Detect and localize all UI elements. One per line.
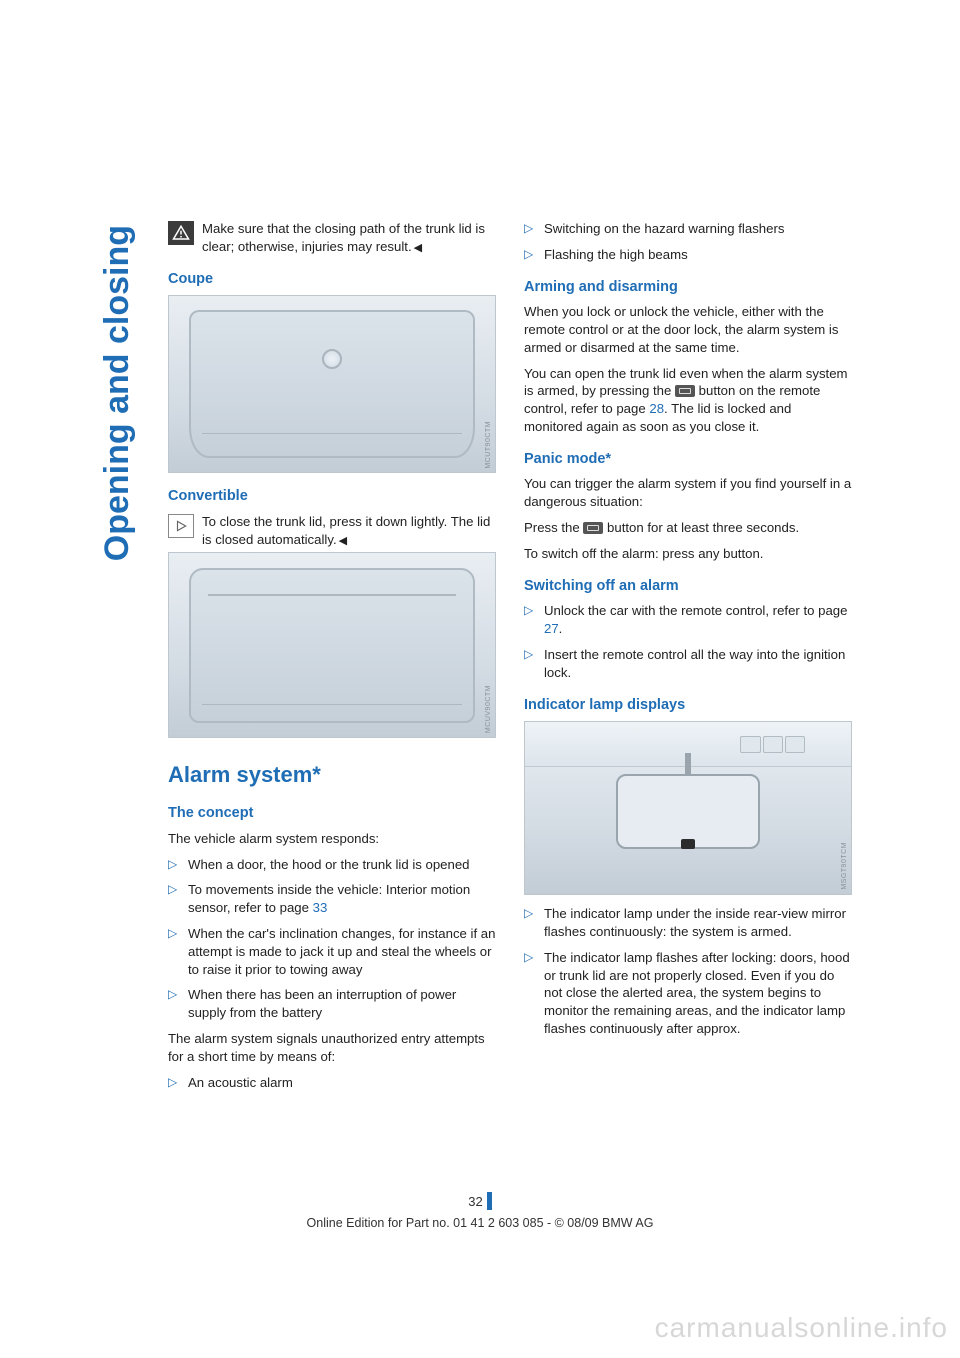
concept-heading: The concept bbox=[168, 804, 496, 824]
figure-code: MCUV90CTM bbox=[484, 685, 493, 733]
figure-code: MSGT90TCM bbox=[840, 842, 849, 890]
arming-p2: You can open the trunk lid even when the… bbox=[524, 365, 852, 436]
figure-coupe-trunk: MCUT90CTM bbox=[168, 295, 496, 473]
list-item: Insert the remote control all the way in… bbox=[524, 646, 852, 682]
list-item: Switching on the hazard warning flashers bbox=[524, 220, 852, 238]
list-item: The indicator lamp under the inside rear… bbox=[524, 905, 852, 941]
note-text-wrap: To close the trunk lid, press it down li… bbox=[202, 513, 496, 549]
arming-p1: When you lock or unlock the vehicle, eit… bbox=[524, 303, 852, 356]
warning-icon bbox=[168, 221, 194, 245]
text: . bbox=[559, 621, 563, 636]
page-link[interactable]: 27 bbox=[544, 621, 559, 636]
indicator-list: The indicator lamp under the inside rear… bbox=[524, 905, 852, 1038]
convertible-heading: Convertible bbox=[168, 487, 496, 507]
panic-p1: You can trigger the alarm system if you … bbox=[524, 475, 852, 511]
coupe-heading: Coupe bbox=[168, 270, 496, 290]
panic-heading: Panic mode* bbox=[524, 450, 852, 470]
content-columns: Make sure that the closing path of the t… bbox=[168, 220, 852, 1099]
page-number-value: 32 bbox=[468, 1194, 482, 1209]
page-link[interactable]: 33 bbox=[313, 900, 328, 915]
concept-list: When a door, the hood or the trunk lid i… bbox=[168, 856, 496, 1023]
warning-block: Make sure that the closing path of the t… bbox=[168, 220, 496, 256]
list-item: The indicator lamp flashes after locking… bbox=[524, 949, 852, 1038]
left-column: Make sure that the closing path of the t… bbox=[168, 220, 496, 1099]
section-tab: Opening and closing bbox=[98, 225, 137, 561]
alarm-system-heading: Alarm system* bbox=[168, 760, 496, 790]
switchoff-list: Unlock the car with the remote control, … bbox=[524, 602, 852, 681]
manual-page: Opening and closing Make sure that the c… bbox=[0, 0, 960, 1358]
figure-code: MCUT90CTM bbox=[484, 421, 493, 469]
list-item: Flashing the high beams bbox=[524, 246, 852, 264]
switchoff-heading: Switching off an alarm bbox=[524, 577, 852, 597]
panic-p3: To switch off the alarm: press any butto… bbox=[524, 545, 852, 563]
note-icon bbox=[168, 514, 194, 538]
warning-text-wrap: Make sure that the closing path of the t… bbox=[202, 220, 496, 256]
text: button for at least three seconds. bbox=[603, 520, 799, 535]
concept-outro: The alarm system signals unauthorized en… bbox=[168, 1030, 496, 1066]
figure-indicator-lamp: MSGT90TCM bbox=[524, 721, 852, 895]
footer-text: Online Edition for Part no. 01 41 2 603 … bbox=[0, 1216, 960, 1230]
list-item: When there has been an interruption of p… bbox=[168, 986, 496, 1022]
alarm-signals-list: Switching on the hazard warning flashers… bbox=[524, 220, 852, 264]
indicator-heading: Indicator lamp displays bbox=[524, 696, 852, 716]
panic-p2: Press the button for at least three seco… bbox=[524, 519, 852, 537]
trunk-button-icon bbox=[583, 522, 603, 534]
page-number-wrap: 32 bbox=[0, 1192, 960, 1211]
text: Unlock the car with the remote control, … bbox=[544, 603, 847, 618]
end-mark bbox=[337, 532, 347, 547]
right-column: Switching on the hazard warning flashers… bbox=[524, 220, 852, 1099]
arming-heading: Arming and disarming bbox=[524, 278, 852, 298]
concept-list-2: An acoustic alarm bbox=[168, 1074, 496, 1092]
list-item: When a door, the hood or the trunk lid i… bbox=[168, 856, 496, 874]
text: Press the bbox=[524, 520, 583, 535]
list-item: When the car's inclination changes, for … bbox=[168, 925, 496, 978]
trunk-button-icon bbox=[675, 385, 695, 397]
end-mark bbox=[412, 239, 422, 254]
page-link[interactable]: 28 bbox=[649, 401, 664, 416]
warning-text: Make sure that the closing path of the t… bbox=[202, 221, 485, 254]
list-item: An acoustic alarm bbox=[168, 1074, 496, 1092]
page-number-bar bbox=[487, 1192, 492, 1210]
figure-convertible-trunk: MCUV90CTM bbox=[168, 552, 496, 738]
watermark: carmanualsonline.info bbox=[655, 1312, 948, 1344]
list-item: To movements inside the vehicle: Interio… bbox=[168, 881, 496, 917]
list-item: Unlock the car with the remote control, … bbox=[524, 602, 852, 638]
note-block: To close the trunk lid, press it down li… bbox=[168, 513, 496, 549]
page-number: 32 bbox=[468, 1192, 491, 1210]
concept-intro: The vehicle alarm system responds: bbox=[168, 830, 496, 848]
list-item-text: To movements inside the vehicle: Interio… bbox=[188, 882, 470, 915]
